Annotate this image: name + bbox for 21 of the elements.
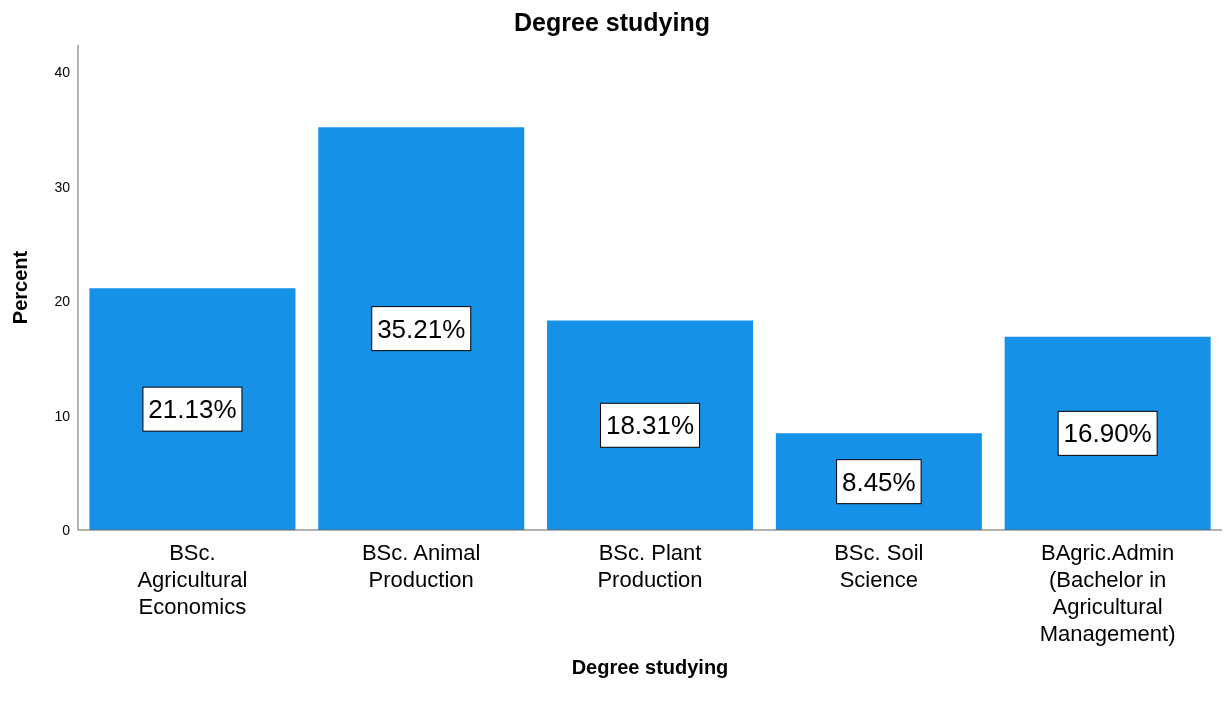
x-tick-label: BAgric.Admin (Bachelor in Agricultural Management) <box>1039 540 1176 646</box>
y-tick-label: 40 <box>54 64 71 81</box>
data-label: 16.90% <box>1063 418 1152 449</box>
x-tick-label: BSc. Animal Production <box>361 540 481 592</box>
x-tick-label: BSc. Soil Science <box>834 540 924 592</box>
y-tick-label: 30 <box>54 178 71 195</box>
bar <box>318 127 525 530</box>
bar <box>547 320 754 530</box>
bar <box>89 288 296 530</box>
data-label: 35.21% <box>377 313 466 344</box>
data-label: 18.31% <box>605 410 695 441</box>
y-axis-title: Percent <box>9 250 32 325</box>
chart-title: Degree studying <box>513 8 711 37</box>
y-tick-label: 0 <box>62 521 71 538</box>
data-label: 21.13% <box>148 394 237 425</box>
x-tick-label: BSc. Plant Production <box>597 540 703 592</box>
x-axis-title: Degree studying <box>571 656 729 678</box>
x-tick-label: BSc. Agricultural Economics <box>137 540 248 619</box>
y-tick-label: 10 <box>54 407 71 424</box>
y-tick-label: 20 <box>54 293 71 310</box>
data-label: 8.45% <box>841 466 916 497</box>
